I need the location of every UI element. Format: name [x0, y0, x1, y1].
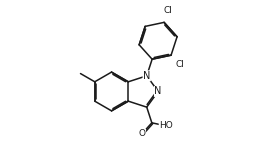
Text: N: N [143, 71, 151, 81]
Text: HO: HO [159, 121, 173, 130]
Text: N: N [154, 87, 162, 96]
Text: O: O [139, 129, 146, 138]
Text: Cl: Cl [164, 6, 172, 15]
Text: Cl: Cl [175, 60, 184, 69]
